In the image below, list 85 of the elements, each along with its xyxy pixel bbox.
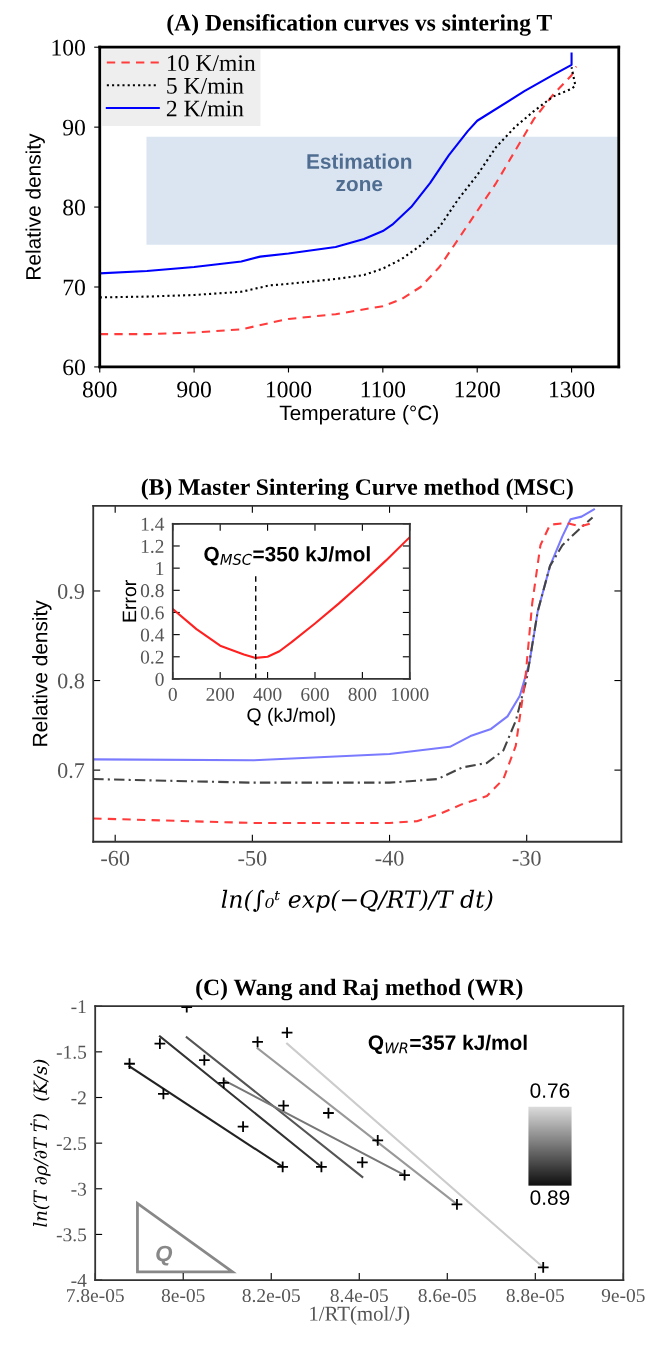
point xyxy=(371,1134,385,1147)
legend-label: 5 K/min xyxy=(167,77,244,94)
point xyxy=(536,1261,550,1274)
annotation: Q$_{WR}$=357 kJ/mol xyxy=(368,1034,527,1054)
y-axis-title: Relative density xyxy=(32,600,52,746)
legend-label: 2 K/min xyxy=(166,100,244,117)
y-tick-label: -1.5 xyxy=(56,1045,87,1059)
y-tick-label: 0 xyxy=(155,672,164,686)
point xyxy=(398,1168,411,1182)
y-tick-label: -3 xyxy=(71,1182,87,1196)
line-series xyxy=(172,536,410,659)
x-tick-label: 400 xyxy=(253,687,282,701)
y-tick-label: -2 xyxy=(71,1091,86,1105)
y-tick-label: -3.5 xyxy=(56,1228,87,1242)
y-tick-label: -2.5 xyxy=(56,1137,87,1151)
x-axis-title: ln(∫₀ᵗ exp(−Q/RT)/T dt) xyxy=(221,889,493,913)
x-tick-label: -60 xyxy=(101,850,130,866)
legend-label: 10 K/min xyxy=(167,55,256,72)
y-axis-title: Error xyxy=(122,580,137,622)
band-label: Estimation zone xyxy=(307,153,412,192)
chart-title: (C) Wang and Raj method (WR) xyxy=(196,978,523,1001)
y-tick-label: -4 xyxy=(71,1274,87,1287)
y-tick-label: 0.6 xyxy=(140,606,164,620)
x-tick-label: -40 xyxy=(375,850,404,866)
y-tick-label: 90 xyxy=(63,119,85,136)
point xyxy=(276,1160,289,1174)
x-tick-label: 9e-05 xyxy=(601,1288,645,1303)
point xyxy=(236,1120,250,1133)
annotation: 0.89 xyxy=(530,1190,570,1205)
point xyxy=(153,1037,167,1050)
x-tick-label: 1000 xyxy=(392,687,429,701)
y-tick-label: 1 xyxy=(156,562,164,575)
x-tick-label: -50 xyxy=(238,850,267,866)
legend-label: Q$_{MSC}$=350 kJ/mol xyxy=(204,546,370,566)
y-tick-label: 0.7 xyxy=(57,763,85,779)
y-tick-label: 80 xyxy=(63,199,85,216)
y-tick-label: 60 xyxy=(63,359,85,376)
annotation: 0.76 xyxy=(530,1083,570,1098)
point xyxy=(251,1035,264,1049)
y-tick-label: 100 xyxy=(52,39,85,56)
x-tick-label: 8.4e-05 xyxy=(330,1288,388,1303)
y-tick-label: 1.2 xyxy=(141,539,164,553)
chart-title: (A) Densification curves vs sintering T xyxy=(167,13,552,36)
line-series xyxy=(99,52,573,275)
x-tick-label: 600 xyxy=(301,687,329,701)
chart-title: (B) Master Sintering Curve method (MSC) xyxy=(141,478,573,500)
point xyxy=(356,1156,369,1169)
point xyxy=(450,1198,464,1211)
point xyxy=(315,1160,328,1174)
x-tick-label: 8.8e-05 xyxy=(506,1288,564,1303)
point xyxy=(280,1026,294,1039)
y-tick-label: 0.2 xyxy=(140,650,164,664)
point xyxy=(217,1076,230,1090)
x-tick-label: 1200 xyxy=(455,381,500,398)
x-tick-label: 200 xyxy=(206,687,235,701)
x-tick-label: 1000 xyxy=(266,381,312,398)
x-tick-label: 800 xyxy=(82,381,117,398)
x-tick-label: 1300 xyxy=(550,381,595,398)
y-axis-title: Relative density xyxy=(25,133,45,279)
point xyxy=(277,1099,290,1113)
y-tick-label: 0.8 xyxy=(140,584,164,598)
x-tick-label: 800 xyxy=(348,687,377,701)
x-tick-label: 7.8e-05 xyxy=(67,1288,124,1303)
y-axis-title: ln(T ∂ρ/∂T Ṫ) (K/s) xyxy=(30,1059,51,1227)
x-axis-title: 1/RT(mol/J) xyxy=(310,1306,410,1325)
x-axis-title: Q (kJ/mol) xyxy=(247,707,335,726)
x-tick-label: 8.2e-05 xyxy=(242,1288,300,1303)
x-tick-label: 8.6e-05 xyxy=(418,1288,476,1303)
x-axis-title: Temperature (°C) xyxy=(279,405,438,425)
y-tick-label: -1 xyxy=(71,1000,86,1013)
point xyxy=(322,1106,335,1120)
x-tick-label: -30 xyxy=(512,850,541,866)
point xyxy=(123,1057,136,1071)
annotation: Q xyxy=(156,1245,173,1266)
y-tick-label: 0.9 xyxy=(57,583,84,599)
point xyxy=(198,1053,211,1067)
y-tick-label: 1.4 xyxy=(141,517,165,531)
point xyxy=(157,1087,170,1101)
x-tick-label: 8e-05 xyxy=(161,1288,205,1303)
y-tick-label: 0.8 xyxy=(57,673,85,689)
y-tick-label: 0.4 xyxy=(140,628,165,642)
x-tick-label: 900 xyxy=(177,381,211,398)
x-tick-label: 0 xyxy=(168,687,177,701)
y-tick-label: 70 xyxy=(63,279,85,296)
x-tick-label: 1100 xyxy=(361,381,406,398)
